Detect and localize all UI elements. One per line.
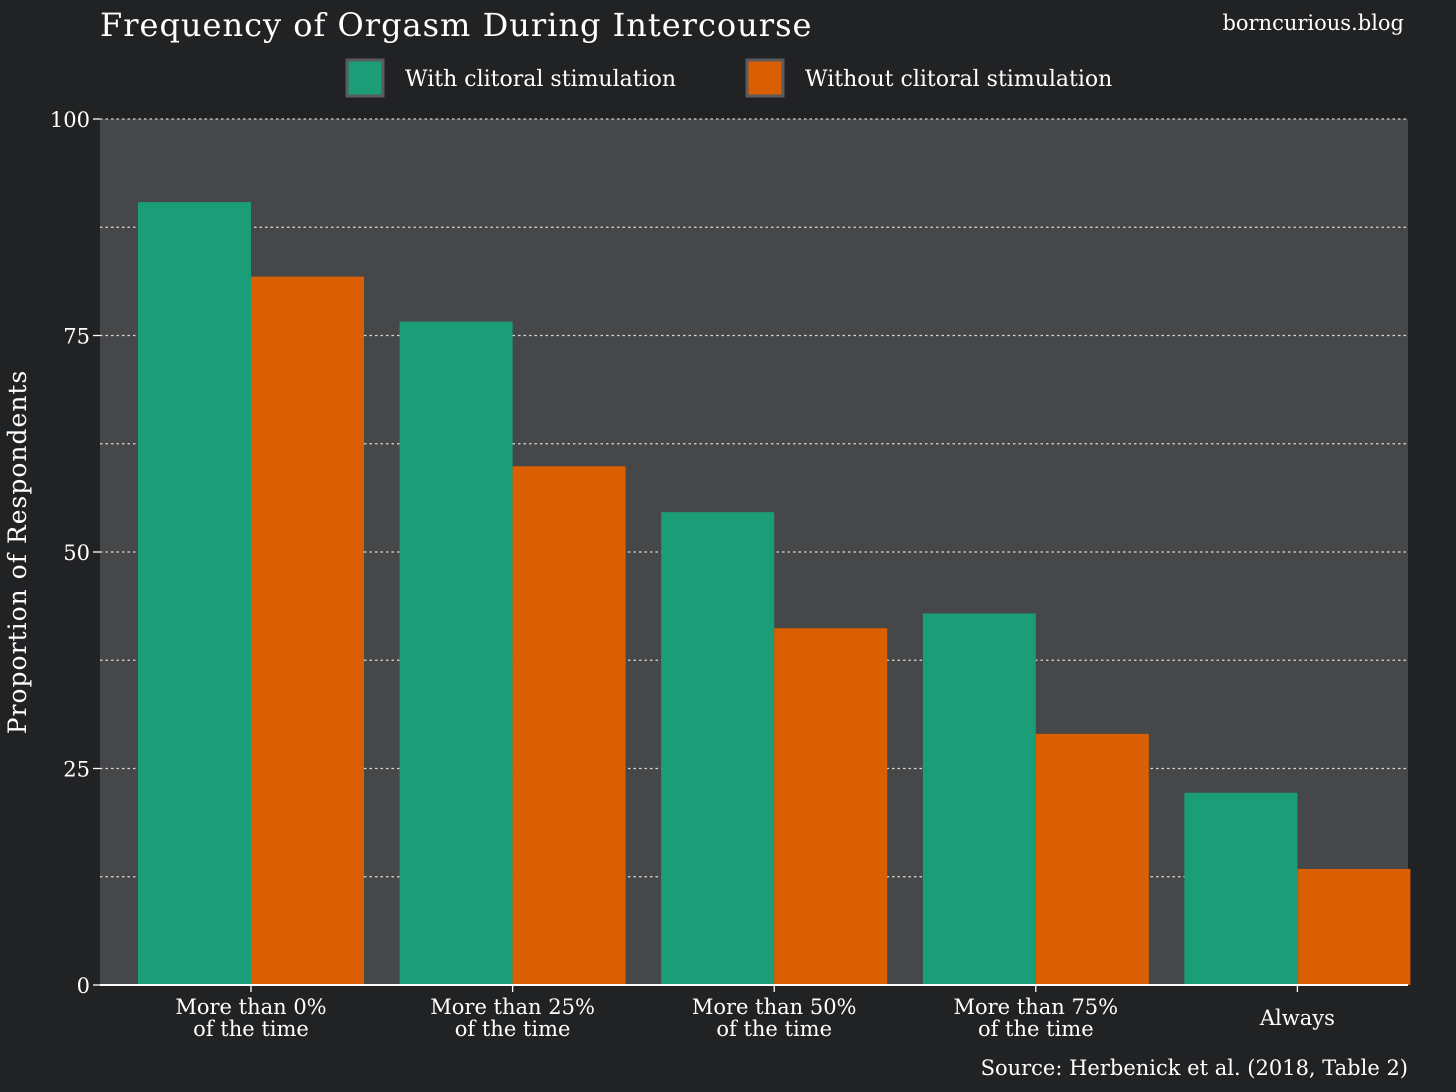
x-tick-label: of the time bbox=[193, 1017, 309, 1041]
bar-with-2 bbox=[661, 512, 775, 985]
chart-title: Frequency of Orgasm During Intercourse bbox=[100, 6, 812, 44]
legend-swatch bbox=[745, 58, 785, 98]
legend-swatch bbox=[345, 58, 385, 98]
bar-with-1 bbox=[399, 321, 513, 985]
y-tick-label: 0 bbox=[77, 974, 90, 998]
bar-without-0 bbox=[251, 276, 364, 985]
bar-with-3 bbox=[922, 613, 1036, 985]
x-tick-label: Always bbox=[1259, 1006, 1335, 1030]
y-tick-label: 25 bbox=[63, 758, 90, 782]
x-tick-label: of the time bbox=[716, 1017, 832, 1041]
x-tick-label: More than 75% bbox=[953, 995, 1118, 1019]
bar-without-3 bbox=[1035, 733, 1149, 985]
legend-label: With clitoral stimulation bbox=[405, 67, 676, 92]
bar-without-2 bbox=[774, 628, 888, 985]
bar-with-0 bbox=[138, 202, 251, 986]
x-tick-label: of the time bbox=[978, 1017, 1094, 1041]
bar-without-1 bbox=[512, 466, 626, 985]
bars bbox=[138, 202, 1411, 986]
y-axis-title: Proportion of Respondents bbox=[3, 370, 32, 735]
site-label: borncurious.blog bbox=[1222, 11, 1404, 35]
bar-without-4 bbox=[1297, 868, 1411, 985]
x-tick-label: of the time bbox=[455, 1017, 571, 1041]
y-tick-label: 100 bbox=[50, 108, 90, 132]
y-axis-ticks: 0 25 50 75 100 bbox=[50, 108, 100, 998]
legend-label: Without clitoral stimulation bbox=[805, 67, 1112, 92]
x-tick-label: More than 50% bbox=[692, 995, 857, 1019]
bar-with-4 bbox=[1184, 792, 1298, 985]
x-tick-label: More than 0% bbox=[175, 995, 326, 1019]
y-tick-label: 75 bbox=[63, 325, 90, 349]
y-tick-label: 50 bbox=[63, 541, 90, 565]
legend: With clitoral stimulation Without clitora… bbox=[345, 58, 1112, 98]
source-note: Source: Herbenick et al. (2018, Table 2) bbox=[981, 1056, 1408, 1080]
x-tick-label: More than 25% bbox=[430, 995, 595, 1019]
